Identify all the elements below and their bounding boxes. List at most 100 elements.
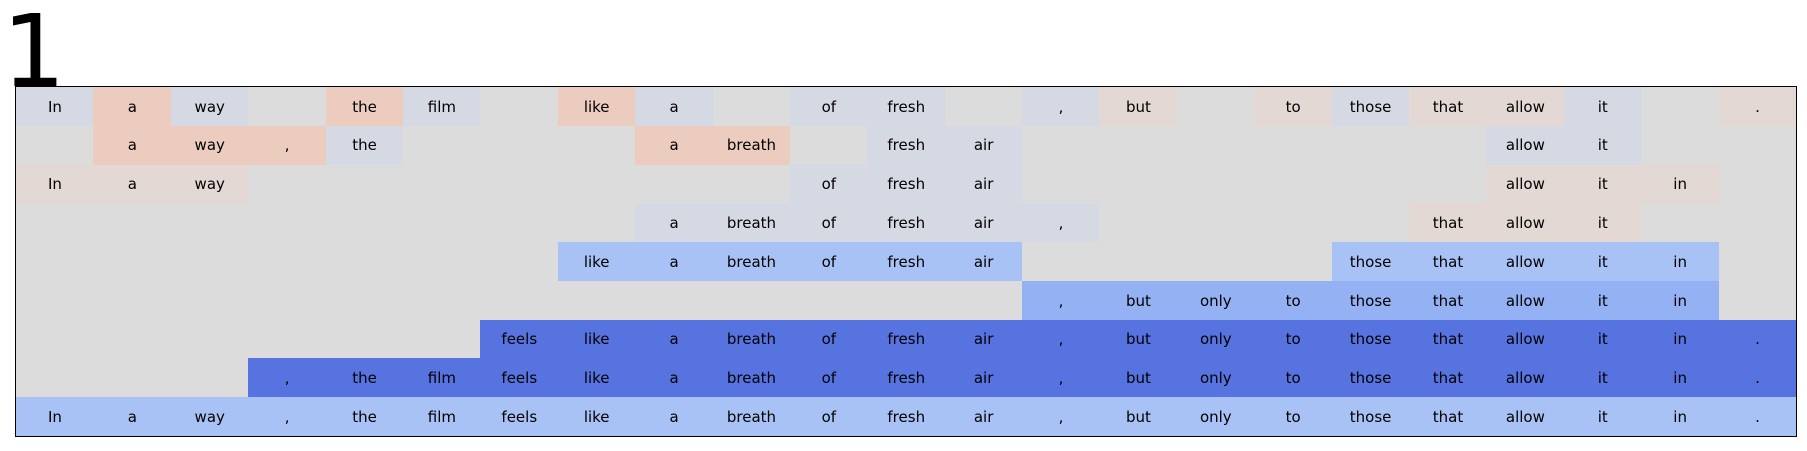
token-cell: ,: [248, 125, 327, 166]
token-cell: [557, 203, 636, 243]
token-cell: [1718, 280, 1797, 321]
token-cell: [1718, 242, 1797, 282]
token-cell: [170, 319, 249, 359]
token-cell: [248, 280, 327, 321]
token-cell: ,: [1022, 397, 1100, 437]
token-cell: [170, 280, 249, 321]
token-cell: a: [635, 319, 714, 359]
token-cell: to: [1254, 280, 1333, 321]
token-cell: [480, 87, 559, 127]
token-cell: those: [1331, 280, 1410, 321]
token-cell: only: [1176, 397, 1255, 437]
token-cell: [557, 164, 636, 204]
token-cell: .: [1718, 87, 1797, 127]
token-cell: [248, 203, 327, 243]
token-cell: of: [789, 397, 868, 437]
token-cell: a: [93, 125, 172, 166]
token-cell: [402, 125, 481, 166]
token-cell: allow: [1486, 358, 1565, 398]
token-cell: [712, 280, 791, 321]
token-cell: .: [1718, 397, 1797, 437]
token-cell: way: [170, 397, 249, 437]
token-cell: [248, 242, 327, 282]
token-cell: it: [1563, 358, 1642, 398]
token-cell: [325, 319, 404, 359]
token-cell: [789, 280, 868, 321]
token-cell: ,: [1022, 319, 1100, 359]
token-cell: like: [557, 242, 636, 282]
token-cell: [1176, 164, 1255, 204]
token-cell: but: [1099, 87, 1178, 127]
token-cell: [1022, 164, 1100, 204]
token-cell: ,: [1022, 203, 1100, 243]
token-cell: [248, 164, 327, 204]
token-cell: ,: [1022, 358, 1100, 398]
token-cell: [1718, 203, 1797, 243]
token-cell: [1331, 125, 1410, 166]
token-cell: air: [944, 164, 1023, 204]
token-cell: air: [944, 358, 1023, 398]
token-cell: fresh: [867, 358, 946, 398]
token-cell: film: [402, 397, 481, 437]
token-cell: In: [16, 164, 94, 204]
token-cell: in: [1641, 319, 1720, 359]
token-cell: fresh: [867, 397, 946, 437]
token-cell: to: [1254, 87, 1333, 127]
token-cell: breath: [712, 319, 791, 359]
token-cell: [1641, 203, 1720, 243]
token-cell: breath: [712, 358, 791, 398]
token-cell: [1718, 125, 1797, 166]
token-cell: a: [635, 358, 714, 398]
token-cell: the: [325, 397, 404, 437]
token-cell: [1099, 242, 1178, 282]
token-cell: film: [402, 87, 481, 127]
token-cell: [1022, 125, 1100, 166]
token-cell: it: [1563, 125, 1642, 166]
token-cell: allow: [1486, 125, 1565, 166]
token-cell: a: [635, 242, 714, 282]
token-cell: of: [789, 87, 868, 127]
token-cell: [325, 164, 404, 204]
token-attribution-grid: In a way the film like a of fresh, but to those that…: [15, 86, 1797, 437]
token-cell: the: [325, 87, 404, 127]
token-cell: [1331, 164, 1410, 204]
token-cell: a: [635, 87, 714, 127]
token-cell: allow: [1486, 280, 1565, 321]
token-cell: [944, 280, 1023, 321]
token-cell: [170, 203, 249, 243]
token-cell: but: [1099, 319, 1178, 359]
token-cell: allow: [1486, 164, 1565, 204]
token-cell: feels: [480, 397, 559, 437]
token-cell: it: [1563, 164, 1642, 204]
token-cell: it: [1563, 203, 1642, 243]
token-cell: fresh: [867, 242, 946, 282]
token-cell: [93, 203, 172, 243]
token-cell: [635, 164, 714, 204]
token-cell: [1409, 164, 1487, 204]
token-cell: only: [1176, 358, 1255, 398]
token-cell: [557, 125, 636, 166]
token-cell: [557, 280, 636, 321]
token-cell: that: [1409, 87, 1487, 127]
token-cell: [93, 280, 172, 321]
token-cell: those: [1331, 87, 1410, 127]
token-cell: to: [1254, 319, 1333, 359]
token-cell: ,: [248, 397, 327, 437]
token-cell: way: [170, 164, 249, 204]
token-cell: [480, 280, 559, 321]
token-cell: In: [16, 397, 94, 437]
token-cell: air: [944, 397, 1023, 437]
token-cell: that: [1409, 397, 1487, 437]
token-cell: of: [789, 164, 868, 204]
token-cell: [944, 87, 1023, 127]
token-cell: [1254, 242, 1333, 282]
token-cell: that: [1409, 242, 1487, 282]
token-cell: it: [1563, 397, 1642, 437]
token-cell: [1176, 203, 1255, 243]
token-cell: air: [944, 125, 1023, 166]
token-cell: [1099, 125, 1178, 166]
token-cell: film: [402, 358, 481, 398]
token-cell: those: [1331, 397, 1410, 437]
token-cell: [480, 125, 559, 166]
token-cell: [248, 319, 327, 359]
